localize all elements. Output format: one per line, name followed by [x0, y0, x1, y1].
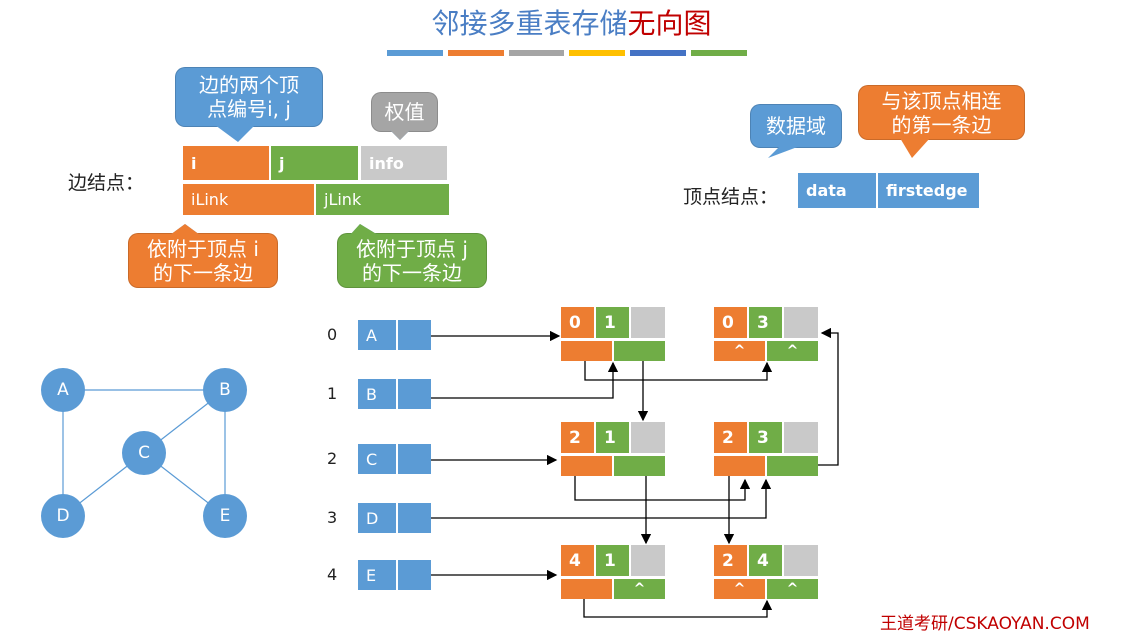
vertex-firstedge: [398, 560, 431, 590]
edge-info: [784, 422, 818, 453]
pointer-arrows: [415, 327, 839, 618]
edge-node-label: 边结点：: [68, 172, 145, 194]
vertex-firstedge: [398, 503, 431, 533]
edge-jlink: [614, 341, 665, 361]
edge-jlink: [767, 456, 818, 476]
vertex-data: B: [358, 379, 396, 409]
edge-j: 1: [596, 422, 629, 453]
edge-i: 2: [561, 422, 594, 453]
vertex-index: 1: [327, 384, 338, 403]
graph-vertex: D: [41, 494, 85, 538]
field-info: info: [361, 146, 447, 180]
edge-i: 0: [714, 307, 747, 338]
edge-info: [631, 422, 665, 453]
graph-vertex: A: [41, 368, 85, 412]
field-j: j: [271, 146, 358, 180]
edge-info: [784, 307, 818, 338]
edge-j: 3: [749, 422, 782, 453]
vertex-firstedge: [398, 320, 431, 350]
callout-firstedge: 与该顶点相连的第一条边: [858, 85, 1025, 140]
vertex-index: 2: [327, 449, 338, 468]
edge-i: 0: [561, 307, 594, 338]
title-bar-segment: [569, 50, 626, 56]
field-data: data: [798, 173, 876, 208]
title-part2: 无向图: [627, 7, 712, 40]
edge-info: [784, 545, 818, 576]
vertex-index: 4: [327, 565, 338, 584]
graph-vertex: C: [122, 431, 166, 475]
title-bar-segment: [630, 50, 687, 56]
title-bar-segment: [387, 50, 443, 56]
vertex-data: C: [358, 444, 396, 474]
field-i: i: [183, 146, 269, 180]
vertex-firstedge: [398, 444, 431, 474]
edge-j: 3: [749, 307, 782, 338]
title-bar-segment: [447, 50, 504, 56]
edge-i: 2: [714, 422, 747, 453]
callout-info: 权值: [371, 92, 438, 132]
vertex-data: D: [358, 503, 396, 533]
edge-i: 4: [561, 545, 594, 576]
callout-ij: 边的两个顶点编号i, j: [175, 67, 323, 127]
edge-j: 1: [596, 545, 629, 576]
vertex-index: 0: [327, 325, 338, 344]
vertex-node-label: 顶点结点：: [683, 186, 779, 208]
edge-ilink: ^: [714, 341, 765, 361]
edge-ilink: [561, 456, 612, 476]
edge-info: [631, 545, 665, 576]
edge-info: [631, 307, 665, 338]
edge-jlink: ^: [614, 579, 665, 599]
vertex-data: E: [358, 560, 396, 590]
page-title: 邻接多重表存储无向图: [0, 2, 1143, 42]
edge-i: 2: [714, 545, 747, 576]
edge-ilink: ^: [714, 579, 765, 599]
vertex-index: 3: [327, 508, 338, 527]
callout-ilink: 依附于顶点 i 的下一条边: [128, 233, 278, 288]
field-ilink: iLink: [183, 184, 314, 215]
title-bar-segment: [691, 50, 747, 56]
edge-ilink: [561, 341, 612, 361]
field-jlink: jLink: [316, 184, 449, 215]
footer-brand: 王道考研/CSKAOYAN.COM: [880, 614, 1090, 634]
vertex-firstedge: [398, 379, 431, 409]
edge-j: 1: [596, 307, 629, 338]
graph-vertex: E: [203, 494, 247, 538]
title-color-bar: [387, 50, 747, 56]
field-firstedge: firstedge: [878, 173, 979, 208]
edge-ilink: [714, 456, 765, 476]
edge-jlink: ^: [767, 579, 818, 599]
callout-jlink: 依附于顶点 j 的下一条边: [337, 233, 487, 288]
title-bar-segment: [508, 50, 565, 56]
callout-tails: [170, 125, 930, 235]
graph-vertex: B: [203, 368, 247, 412]
vertex-data: A: [358, 320, 396, 350]
title-part1: 邻接多重表存储: [431, 7, 628, 40]
edge-j: 4: [749, 545, 782, 576]
edge-ilink: [561, 579, 612, 599]
edge-jlink: ^: [767, 341, 818, 361]
edge-jlink: [614, 456, 665, 476]
